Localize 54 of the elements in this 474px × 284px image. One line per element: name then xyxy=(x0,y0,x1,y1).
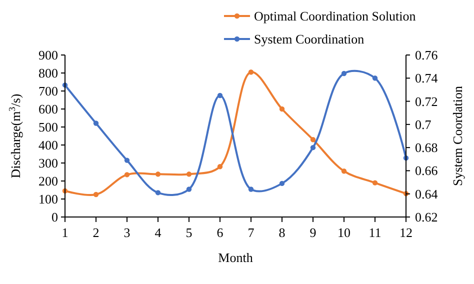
x-tick-label: 6 xyxy=(216,225,224,240)
point xyxy=(155,172,161,177)
x-tick-label: 8 xyxy=(278,225,286,240)
point xyxy=(248,70,254,75)
legend-label: Optimal Coordination Solution xyxy=(254,8,416,24)
y-tick-label: 0 xyxy=(52,210,58,224)
y2-tick-label: 0.66 xyxy=(415,163,438,178)
point xyxy=(341,168,347,174)
x-tick-label: 2 xyxy=(92,225,100,240)
point xyxy=(186,186,192,192)
y-tick-label: 500 xyxy=(38,120,58,134)
x-tick-label: 5 xyxy=(186,225,192,240)
y2-tick-label: 0.7 xyxy=(415,116,432,132)
point xyxy=(155,190,161,196)
point xyxy=(93,120,99,126)
point xyxy=(310,144,316,150)
x-tick-label: 12 xyxy=(400,225,412,240)
x-tick-label: 10 xyxy=(338,225,350,240)
x-tick-label: 3 xyxy=(124,225,130,240)
point xyxy=(279,180,285,186)
point xyxy=(341,70,347,76)
point xyxy=(93,192,99,198)
x-tick-label: 11 xyxy=(368,225,382,240)
point xyxy=(372,180,378,186)
y2-tick-label: 0.68 xyxy=(415,140,438,156)
y-tick-label: 800 xyxy=(38,66,58,80)
x-tick-label: 7 xyxy=(248,225,255,240)
y2-tick-label: 0.76 xyxy=(415,48,438,62)
point xyxy=(248,186,254,192)
y-tick-label: 100 xyxy=(38,192,58,206)
point xyxy=(124,172,130,178)
y-tick-label: 400 xyxy=(38,138,58,152)
y2-tick-label: 0.72 xyxy=(415,94,438,109)
x-axis-title: Month xyxy=(218,250,254,265)
legend-label: System Coordination xyxy=(254,32,365,46)
y2-tick-label: 0.74 xyxy=(415,70,438,86)
y-tick-label: 700 xyxy=(38,84,58,98)
y-tick-label: 300 xyxy=(38,156,58,170)
y2-axis-title: System Coordation xyxy=(450,85,465,186)
y2-tick-label: 0.62 xyxy=(415,210,438,224)
point xyxy=(372,76,378,81)
y2-tick-label: 0.64 xyxy=(415,186,438,202)
x-tick-label: 1 xyxy=(62,225,68,240)
point xyxy=(186,172,192,177)
x-tick-label: 9 xyxy=(310,225,316,240)
point xyxy=(124,158,130,163)
y-tick-label: 600 xyxy=(38,102,58,116)
x-tick-label: 4 xyxy=(154,225,162,240)
point xyxy=(310,137,316,142)
y-tick-label: 900 xyxy=(38,48,58,62)
point xyxy=(279,106,285,112)
point xyxy=(217,164,223,170)
y-tick-label: 200 xyxy=(38,174,58,188)
point xyxy=(217,92,223,98)
